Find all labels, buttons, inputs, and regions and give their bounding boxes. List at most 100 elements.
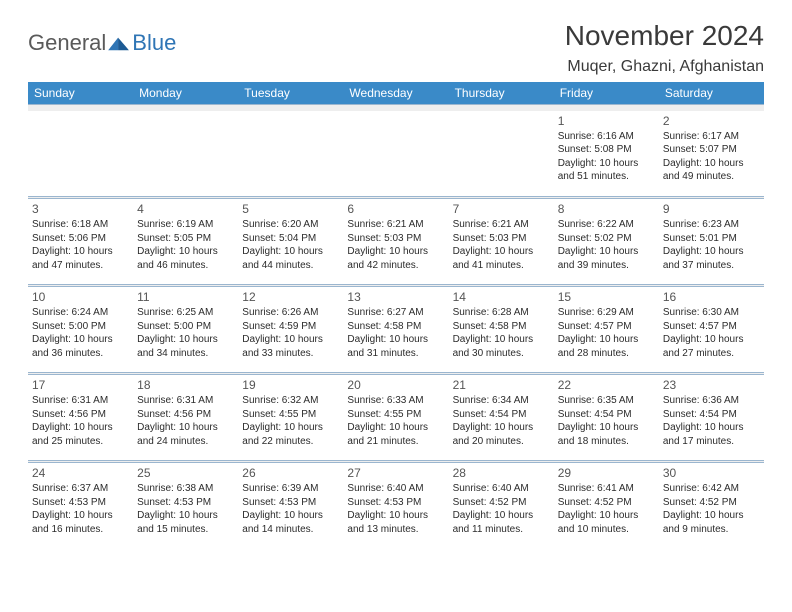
day-number: 8 (558, 201, 655, 217)
sunset-label: Sunset: 4:54 PM (663, 408, 760, 422)
day-cell: 2Sunrise: 6:17 AMSunset: 5:07 PMDaylight… (659, 111, 764, 197)
sunset-label: Sunset: 4:53 PM (137, 496, 234, 510)
location-label: Muqer, Ghazni, Afghanistan (565, 58, 764, 76)
sunset-label: Sunset: 4:59 PM (242, 320, 339, 334)
sunset-label: Sunset: 4:53 PM (32, 496, 129, 510)
sunrise-label: Sunrise: 6:22 AM (558, 218, 655, 232)
week-row: 17Sunrise: 6:31 AMSunset: 4:56 PMDayligh… (28, 375, 764, 461)
day-number: 23 (663, 377, 760, 393)
day-header: Saturday (659, 82, 764, 105)
day-number: 28 (453, 465, 550, 481)
daylight-label: Daylight: 10 hours and 49 minutes. (663, 157, 760, 184)
day-cell (133, 111, 238, 197)
day-cell: 22Sunrise: 6:35 AMSunset: 4:54 PMDayligh… (554, 375, 659, 461)
day-number: 2 (663, 113, 760, 129)
sunset-label: Sunset: 4:55 PM (242, 408, 339, 422)
daylight-label: Daylight: 10 hours and 34 minutes. (137, 333, 234, 360)
day-cell: 18Sunrise: 6:31 AMSunset: 4:56 PMDayligh… (133, 375, 238, 461)
sunset-label: Sunset: 5:00 PM (137, 320, 234, 334)
sunrise-label: Sunrise: 6:33 AM (347, 394, 444, 408)
sunrise-label: Sunrise: 6:29 AM (558, 306, 655, 320)
sunrise-label: Sunrise: 6:42 AM (663, 482, 760, 496)
daylight-label: Daylight: 10 hours and 22 minutes. (242, 421, 339, 448)
day-cell: 12Sunrise: 6:26 AMSunset: 4:59 PMDayligh… (238, 287, 343, 373)
day-cell (449, 111, 554, 197)
daylight-label: Daylight: 10 hours and 15 minutes. (137, 509, 234, 536)
logo-mark-icon (108, 34, 130, 52)
daylight-label: Daylight: 10 hours and 11 minutes. (453, 509, 550, 536)
day-number: 29 (558, 465, 655, 481)
day-cell: 13Sunrise: 6:27 AMSunset: 4:58 PMDayligh… (343, 287, 448, 373)
day-cell: 29Sunrise: 6:41 AMSunset: 4:52 PMDayligh… (554, 463, 659, 549)
sunrise-label: Sunrise: 6:21 AM (347, 218, 444, 232)
day-number: 1 (558, 113, 655, 129)
daylight-label: Daylight: 10 hours and 24 minutes. (137, 421, 234, 448)
week-row: 1Sunrise: 6:16 AMSunset: 5:08 PMDaylight… (28, 111, 764, 197)
sunset-label: Sunset: 5:02 PM (558, 232, 655, 246)
title-block: November 2024 Muqer, Ghazni, Afghanistan (565, 20, 764, 76)
day-cell: 9Sunrise: 6:23 AMSunset: 5:01 PMDaylight… (659, 199, 764, 285)
day-header: Thursday (449, 82, 554, 105)
day-number: 6 (347, 201, 444, 217)
sunrise-label: Sunrise: 6:28 AM (453, 306, 550, 320)
sunset-label: Sunset: 4:58 PM (347, 320, 444, 334)
sunset-label: Sunset: 5:05 PM (137, 232, 234, 246)
day-cell: 3Sunrise: 6:18 AMSunset: 5:06 PMDaylight… (28, 199, 133, 285)
sunrise-label: Sunrise: 6:41 AM (558, 482, 655, 496)
daylight-label: Daylight: 10 hours and 37 minutes. (663, 245, 760, 272)
day-number: 26 (242, 465, 339, 481)
day-cell: 27Sunrise: 6:40 AMSunset: 4:53 PMDayligh… (343, 463, 448, 549)
day-header: Monday (133, 82, 238, 105)
sunset-label: Sunset: 4:52 PM (663, 496, 760, 510)
sunrise-label: Sunrise: 6:34 AM (453, 394, 550, 408)
day-number: 22 (558, 377, 655, 393)
logo-text-blue: Blue (132, 30, 176, 56)
sunset-label: Sunset: 5:07 PM (663, 143, 760, 157)
week-row: 3Sunrise: 6:18 AMSunset: 5:06 PMDaylight… (28, 199, 764, 285)
sunrise-label: Sunrise: 6:20 AM (242, 218, 339, 232)
day-number: 17 (32, 377, 129, 393)
day-number: 19 (242, 377, 339, 393)
sunrise-label: Sunrise: 6:18 AM (32, 218, 129, 232)
daylight-label: Daylight: 10 hours and 18 minutes. (558, 421, 655, 448)
daylight-label: Daylight: 10 hours and 27 minutes. (663, 333, 760, 360)
sunset-label: Sunset: 4:58 PM (453, 320, 550, 334)
daylight-label: Daylight: 10 hours and 31 minutes. (347, 333, 444, 360)
day-header: Sunday (28, 82, 133, 105)
day-number: 24 (32, 465, 129, 481)
sunset-label: Sunset: 4:54 PM (453, 408, 550, 422)
week-row: 10Sunrise: 6:24 AMSunset: 5:00 PMDayligh… (28, 287, 764, 373)
sunrise-label: Sunrise: 6:26 AM (242, 306, 339, 320)
daylight-label: Daylight: 10 hours and 25 minutes. (32, 421, 129, 448)
day-cell: 6Sunrise: 6:21 AMSunset: 5:03 PMDaylight… (343, 199, 448, 285)
day-cell: 26Sunrise: 6:39 AMSunset: 4:53 PMDayligh… (238, 463, 343, 549)
sunset-label: Sunset: 5:06 PM (32, 232, 129, 246)
day-number: 5 (242, 201, 339, 217)
day-cell: 21Sunrise: 6:34 AMSunset: 4:54 PMDayligh… (449, 375, 554, 461)
sunset-label: Sunset: 4:54 PM (558, 408, 655, 422)
day-cell: 28Sunrise: 6:40 AMSunset: 4:52 PMDayligh… (449, 463, 554, 549)
day-cell: 4Sunrise: 6:19 AMSunset: 5:05 PMDaylight… (133, 199, 238, 285)
day-number: 4 (137, 201, 234, 217)
sunrise-label: Sunrise: 6:35 AM (558, 394, 655, 408)
day-header: Tuesday (238, 82, 343, 105)
daylight-label: Daylight: 10 hours and 21 minutes. (347, 421, 444, 448)
calendar-body: 1Sunrise: 6:16 AMSunset: 5:08 PMDaylight… (28, 105, 764, 549)
day-cell: 11Sunrise: 6:25 AMSunset: 5:00 PMDayligh… (133, 287, 238, 373)
sunrise-label: Sunrise: 6:37 AM (32, 482, 129, 496)
sunrise-label: Sunrise: 6:19 AM (137, 218, 234, 232)
header: General Blue November 2024 Muqer, Ghazni… (28, 20, 764, 76)
day-header: Friday (554, 82, 659, 105)
logo: General Blue (28, 30, 176, 56)
day-number: 27 (347, 465, 444, 481)
daylight-label: Daylight: 10 hours and 9 minutes. (663, 509, 760, 536)
day-number: 25 (137, 465, 234, 481)
day-number: 12 (242, 289, 339, 305)
sunset-label: Sunset: 5:01 PM (663, 232, 760, 246)
sunset-label: Sunset: 5:08 PM (558, 143, 655, 157)
daylight-label: Daylight: 10 hours and 36 minutes. (32, 333, 129, 360)
day-cell: 7Sunrise: 6:21 AMSunset: 5:03 PMDaylight… (449, 199, 554, 285)
sunrise-label: Sunrise: 6:27 AM (347, 306, 444, 320)
daylight-label: Daylight: 10 hours and 33 minutes. (242, 333, 339, 360)
day-number: 16 (663, 289, 760, 305)
